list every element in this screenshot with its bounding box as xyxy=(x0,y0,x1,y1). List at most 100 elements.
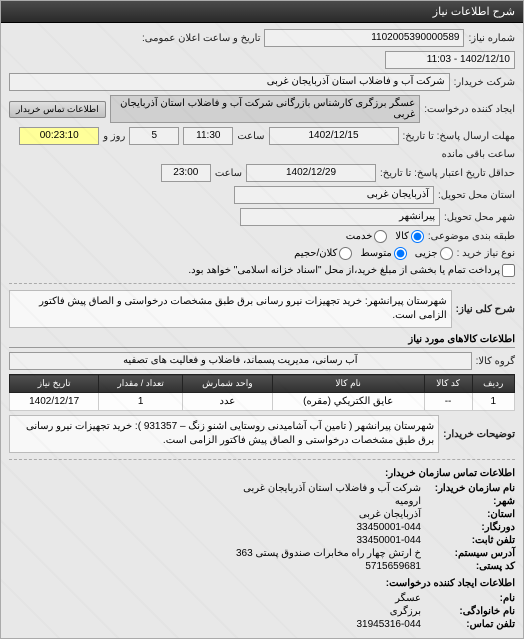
contact-province-value: آذربایجان غربی xyxy=(359,509,421,520)
goods-table: ردیف کد کالا نام کالا واحد شمارش تعداد /… xyxy=(9,374,515,411)
need-radio-medium-input[interactable] xyxy=(394,247,407,260)
contact-name-row: نام: عسگر xyxy=(9,593,515,604)
th-code: کد کالا xyxy=(424,375,472,393)
contact-address-row: آدرس سیستم: خ ارتش چهار راه مخابرات صندو… xyxy=(9,548,515,559)
validity-time-field: 23:00 xyxy=(161,164,211,182)
need-opt3-label: کلان/حجیم xyxy=(294,248,337,259)
contact-org-label: نام سازمان خریدار: xyxy=(425,483,515,494)
contact-postal-row: کد پستی: 5715659681 xyxy=(9,561,515,572)
header-title: شرح اطلاعات نیاز xyxy=(433,6,515,18)
request-number-label: شماره نیاز: xyxy=(468,33,515,44)
separator-1 xyxy=(9,283,515,284)
td-name: عايق الكتريكي (مقره) xyxy=(272,393,424,411)
contact-phone-row: تلفن ثابت: 33450001-044 xyxy=(9,535,515,546)
contact-section-title: اطلاعات تماس سازمان خریدار: xyxy=(9,468,515,479)
row-province: استان محل تحویل: آذربایجان غربی xyxy=(9,186,515,204)
validity-label: حداقل تاریخ اعتبار پاسخ: تا تاریخ: xyxy=(380,168,515,179)
th-name: نام کالا xyxy=(272,375,424,393)
announce-date-field: 1402/12/10 - 11:03 xyxy=(385,51,515,69)
td-unit: عدد xyxy=(182,393,272,411)
need-radio-large[interactable]: کلان/حجیم xyxy=(294,247,352,260)
city-label: شهر محل تحویل: xyxy=(444,212,515,223)
row-city: شهر محل تحویل: پیرانشهر xyxy=(9,208,515,226)
separator-2 xyxy=(9,459,515,460)
time-label-2: ساعت xyxy=(215,168,242,179)
contact-phone-label: تلفن ثابت: xyxy=(425,535,515,546)
contact-tel-label: تلفن تماس: xyxy=(425,619,515,630)
payment-check-label: پرداخت تمام یا بخشی از مبلغ خرید،از محل … xyxy=(188,265,500,276)
contact-family-label: نام خانوادگی: xyxy=(425,606,515,617)
need-radio-small-input[interactable] xyxy=(440,247,453,260)
req-creator-section-title: اطلاعات ایجاد کننده درخواست: xyxy=(9,578,515,589)
form-header: شرح اطلاعات نیاز xyxy=(1,1,523,23)
row-deadline: مهلت ارسال پاسخ: تا تاریخ: 1402/12/15 سا… xyxy=(9,127,515,160)
contact-province-row: استان: آذربایجان غربی xyxy=(9,509,515,520)
contact-postal-label: کد پستی: xyxy=(425,561,515,572)
th-date: تاریخ نیاز xyxy=(10,375,99,393)
need-radio-medium[interactable]: متوسط xyxy=(360,247,406,260)
form-body: شماره نیاز: 1102005390000589 تاریخ و ساع… xyxy=(1,23,523,638)
deadline-date-field: 1402/12/15 xyxy=(269,127,399,145)
contact-fax-row: دورنگار: 33450001-044 xyxy=(9,522,515,533)
province-field: آذربایجان غربی xyxy=(234,186,434,204)
contact-section: اطلاعات تماس سازمان خریدار: نام سازمان خ… xyxy=(9,468,515,630)
row-address-desc: توضیحات خریدار: شهرستان پیرانشهر ( تامین… xyxy=(9,415,515,453)
goods-group-field: آب رسانی، مدیریت پسماند، فاضلاب و فعالیت… xyxy=(9,352,472,370)
general-desc-label: شرح کلی نیاز: xyxy=(456,304,515,315)
contact-family-value: برزگری xyxy=(390,606,421,617)
contact-phone-value: 33450001-044 xyxy=(356,535,421,546)
budget-label: طبقه بندی موضوعی: xyxy=(428,231,515,242)
td-qty: 1 xyxy=(99,393,183,411)
budget-radio-goods[interactable]: کالا xyxy=(395,230,424,243)
payment-checkbox-input[interactable] xyxy=(502,264,515,277)
city-field: پیرانشهر xyxy=(240,208,440,226)
remaining-label: ساعت باقی مانده xyxy=(442,149,515,160)
province-label: استان محل تحویل: xyxy=(438,190,515,201)
row-goods-group: گروه کالا: آب رسانی، مدیریت پسماند، فاضل… xyxy=(9,352,515,370)
budget-radio-service[interactable]: خدمت xyxy=(346,230,388,243)
td-code: -- xyxy=(424,393,472,411)
address-label: توضیحات خریدار: xyxy=(443,429,515,440)
deadline-label: مهلت ارسال پاسخ: تا تاریخ: xyxy=(403,131,515,142)
contact-address-value: خ ارتش چهار راه مخابرات صندوق پستی 363 xyxy=(236,548,421,559)
days-field: 5 xyxy=(129,127,179,145)
goods-section-title: اطلاعات کالاهای مورد نیاز xyxy=(9,334,515,348)
row-general-desc: شرح کلی نیاز: شهرستان پیرانشهر: خرید تجه… xyxy=(9,290,515,328)
need-radio-group: جزیی متوسط کلان/حجیم xyxy=(294,247,452,260)
need-radio-small[interactable]: جزیی xyxy=(415,247,453,260)
th-qty: تعداد / مقدار xyxy=(99,375,183,393)
budget-opt1-label: کالا xyxy=(395,231,409,242)
contact-province-label: استان: xyxy=(425,509,515,520)
time-label-1: ساعت xyxy=(237,131,264,142)
need-opt1-label: جزیی xyxy=(415,248,438,259)
deadline-time-field: 11:30 xyxy=(183,127,233,145)
row-creator: ایجاد کننده درخواست: عسگر برزگری کارشناس… xyxy=(9,95,515,123)
contact-city-label: شهر: xyxy=(425,496,515,507)
table-row[interactable]: 1 -- عايق الكتريكي (مقره) عدد 1 1402/12/… xyxy=(10,393,515,411)
budget-radio-service-input[interactable] xyxy=(374,230,387,243)
payment-checkbox[interactable]: پرداخت تمام یا بخشی از مبلغ خرید،از محل … xyxy=(188,264,515,277)
contact-city-row: شهر: ارومیه xyxy=(9,496,515,507)
buyer-name-label: شرکت خریدار: xyxy=(454,77,515,88)
need-opt2-label: متوسط xyxy=(360,248,391,259)
contact-fax-label: دورنگار: xyxy=(425,522,515,533)
td-row: 1 xyxy=(472,393,515,411)
td-date: 1402/12/17 xyxy=(10,393,99,411)
budget-radio-group: کالا خدمت xyxy=(346,230,424,243)
contact-tel-value: 31945316-044 xyxy=(356,619,421,630)
goods-group-label: گروه کالا: xyxy=(476,356,515,367)
buyer-name-field: شرکت آب و فاضلاب استان آذربایجان غربی xyxy=(9,73,450,91)
request-number-field: 1102005390000589 xyxy=(264,29,464,47)
th-row: ردیف xyxy=(472,375,515,393)
budget-radio-goods-input[interactable] xyxy=(411,230,424,243)
row-request-number: شماره نیاز: 1102005390000589 تاریخ و ساع… xyxy=(9,29,515,69)
general-desc-box: شهرستان پیرانشهر: خرید تجهیزات نیرو رسان… xyxy=(9,290,452,328)
creator-label: ایجاد کننده درخواست: xyxy=(424,104,515,115)
request-form: شرح اطلاعات نیاز شماره نیاز: 11020053900… xyxy=(0,0,524,639)
need-type-label: نوع نیاز خرید : xyxy=(457,248,515,259)
address-desc-box: شهرستان پیرانشهر ( تامین آب آشامیدنی روس… xyxy=(9,415,439,453)
buyer-contact-button[interactable]: اطلاعات تماس خریدار xyxy=(9,101,106,118)
need-radio-large-input[interactable] xyxy=(339,247,352,260)
row-budget: طبقه بندی موضوعی: کالا خدمت xyxy=(9,230,515,243)
creator-field: عسگر برزگری کارشناس بازرگانی شرکت آب و ف… xyxy=(110,95,421,123)
